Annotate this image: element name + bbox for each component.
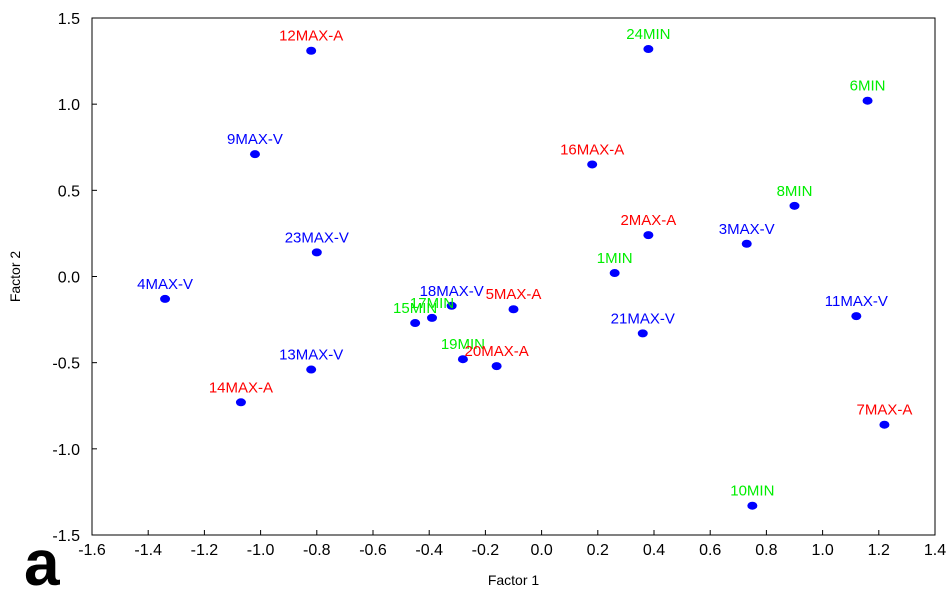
x-tick-label: 0.8 [755, 542, 777, 559]
data-point [160, 294, 171, 303]
data-point [446, 301, 457, 310]
point-label: 16MAX-A [560, 141, 624, 158]
point-label: 15MIN [393, 300, 437, 317]
x-tick-label: 0.4 [643, 542, 665, 559]
y-tick-label: 0.0 [58, 270, 80, 287]
x-tick-label: -0.4 [415, 542, 443, 559]
y-axis: -1.5 -1.0 -0.5 0.0 0.5 1.0 1.5 [52, 11, 97, 545]
data-point [306, 365, 317, 374]
x-tick-label: 0.2 [587, 542, 609, 559]
point-label: 4MAX-V [137, 276, 193, 293]
point-label: 8MIN [777, 183, 813, 200]
data-point [235, 398, 246, 407]
point-label: 5MAX-A [486, 286, 542, 303]
y-tick-label: 1.0 [58, 97, 80, 114]
x-tick-label: -0.2 [472, 542, 500, 559]
data-point [609, 269, 620, 278]
y-tick-label: 0.5 [58, 183, 80, 200]
data-point [789, 201, 800, 210]
data-point [862, 96, 873, 105]
point-label: 3MAX-V [719, 221, 775, 238]
y-tick-label: -1.0 [52, 442, 80, 459]
plot-frame [91, 17, 936, 536]
data-point [491, 362, 502, 371]
data-point [410, 319, 421, 328]
point-label: 12MAX-A [279, 28, 343, 45]
point-label: 23MAX-V [285, 229, 349, 246]
data-point [747, 501, 758, 510]
point-label: 11MAX-V [825, 293, 888, 310]
x-axis: -1.6 -1.4 -1.2 -1.0 -0.8 -0.6 -0.4 -0.2 0.0 0.2 0.… [78, 530, 946, 559]
x-tick-label: -1.2 [191, 542, 219, 559]
point-label: 1MIN [597, 250, 633, 267]
y-axis-title: Factor 2 [7, 251, 23, 303]
data-point [643, 45, 654, 54]
y-tick-label: -0.5 [52, 356, 80, 373]
data-points [160, 45, 890, 510]
point-label: 17MIN [410, 295, 454, 312]
x-tick-label: -0.8 [303, 542, 331, 559]
x-tick-label: -1.6 [78, 542, 106, 559]
point-label: 19MIN [441, 336, 485, 353]
x-tick-label: 0.0 [530, 542, 552, 559]
data-point [311, 248, 322, 257]
data-point [637, 329, 648, 338]
data-point [508, 305, 519, 314]
data-point [587, 160, 598, 169]
point-label: 7MAX-A [856, 402, 912, 419]
y-tick-label: 1.5 [58, 11, 80, 28]
point-label: 24MIN [626, 26, 670, 43]
data-point [427, 313, 438, 322]
x-tick-label: 0.6 [699, 542, 721, 559]
point-label: 18MAX-V [420, 283, 484, 300]
data-point [741, 239, 752, 248]
x-tick-label: -1.0 [247, 542, 275, 559]
point-label: 2MAX-A [620, 212, 676, 229]
data-point [851, 312, 862, 321]
data-point [249, 150, 260, 159]
x-tick-label: -1.4 [134, 542, 162, 559]
point-label: 20MAX-A [465, 343, 529, 360]
point-label: 6MIN [850, 78, 886, 95]
point-label: 10MIN [730, 483, 774, 500]
x-tick-label: 1.2 [868, 542, 890, 559]
point-labels: 12MAX-A 24MIN 6MIN 9MAX-V 16MAX-A 8MIN 2MAX-A 3… [137, 26, 912, 500]
x-axis-title: Factor 1 [488, 572, 540, 588]
panel-label: a [24, 527, 60, 590]
data-point [643, 231, 654, 240]
point-label: 21MAX-V [611, 310, 675, 327]
x-tick-label: 1.0 [811, 542, 833, 559]
y-tick-label: -1.5 [52, 528, 80, 545]
x-tick-label: -0.6 [359, 542, 387, 559]
point-label: 14MAX-A [209, 379, 273, 396]
data-point [457, 355, 468, 364]
data-point [306, 46, 317, 55]
data-point [879, 420, 890, 429]
x-tick-label: 1.4 [924, 542, 946, 559]
point-label: 13MAX-V [279, 347, 343, 364]
point-label: 9MAX-V [227, 131, 283, 148]
